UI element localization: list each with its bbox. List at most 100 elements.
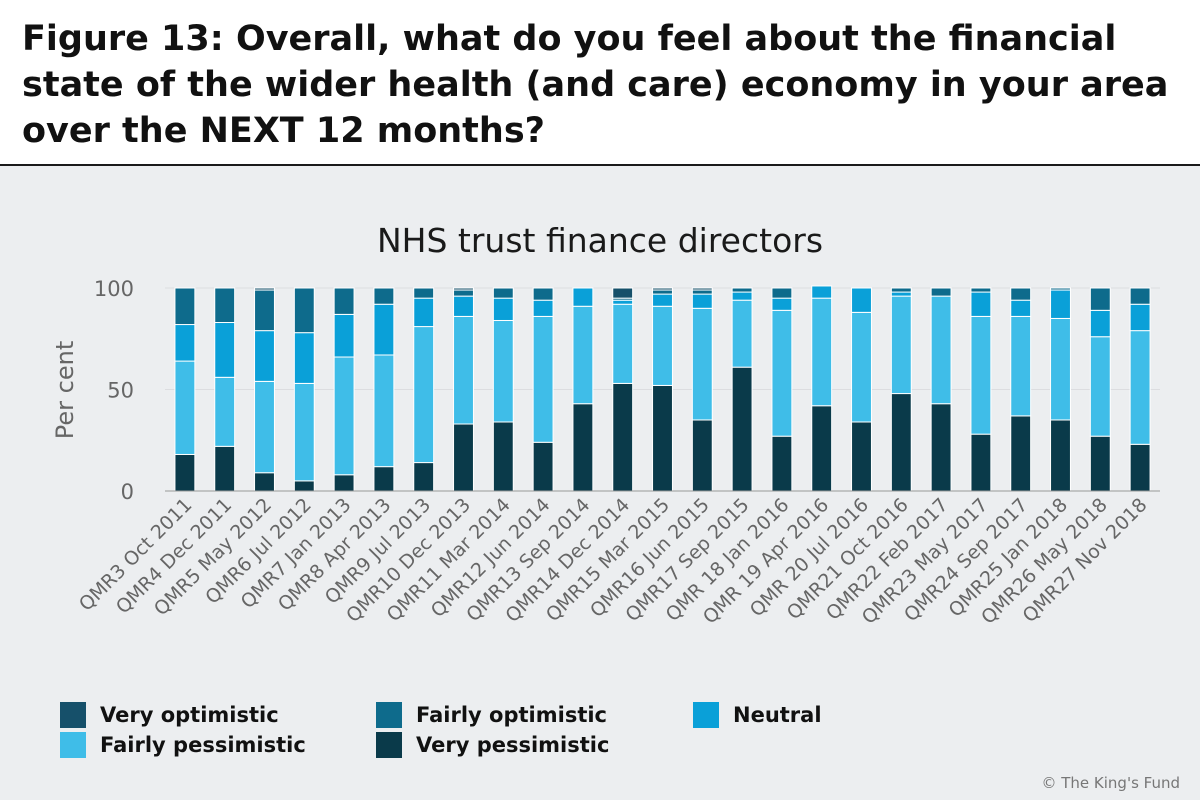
bar-segment-very-pessimistic xyxy=(293,480,315,492)
bar-segment-fairly-optimistic xyxy=(1050,287,1071,291)
bar-segment-neutral xyxy=(572,287,594,307)
bar-segment-very-pessimistic xyxy=(254,472,275,492)
bar-segment-fairly-pessimistic xyxy=(691,307,713,421)
legend-swatch-very-optimistic xyxy=(60,702,86,728)
y-tick-label: 50 xyxy=(107,379,134,403)
bar-segment-very-pessimistic xyxy=(652,384,673,492)
legend-item-fairly-pessimistic: Fairly pessimistic xyxy=(60,732,306,758)
bar-segment-very-pessimistic xyxy=(691,419,713,492)
legend-swatch-very-pessimistic xyxy=(376,732,402,758)
bar-segment-neutral xyxy=(413,297,435,328)
bar-segment-very-pessimistic xyxy=(333,474,355,492)
bar-segment-neutral xyxy=(254,330,275,382)
bar-segment-neutral xyxy=(691,293,713,309)
bar-segment-fairly-pessimistic xyxy=(731,299,753,368)
bar-segment-fairly-pessimistic xyxy=(373,354,395,468)
bar-segment-fairly-pessimistic xyxy=(572,305,594,405)
bar-segment-fairly-optimistic xyxy=(333,287,355,315)
bar-segment-neutral xyxy=(293,332,315,384)
bar-segment-very-optimistic xyxy=(691,287,713,291)
bar-segment-fairly-optimistic xyxy=(254,289,275,332)
bar-segment-fairly-pessimistic xyxy=(532,315,554,443)
legend-label-fairly-pessimistic: Fairly pessimistic xyxy=(100,733,306,757)
bar-segment-fairly-optimistic xyxy=(174,287,196,326)
bar-segment-very-pessimistic xyxy=(890,393,912,492)
bar-segment-fairly-pessimistic xyxy=(970,315,992,435)
bar-segment-very-pessimistic xyxy=(1050,419,1071,492)
legend-swatch-neutral xyxy=(693,702,719,728)
y-axis-label: Per cent xyxy=(51,341,79,439)
bar-segment-very-pessimistic xyxy=(453,423,474,492)
bar-segment-fairly-optimistic xyxy=(532,287,554,301)
bar-segment-very-optimistic xyxy=(254,287,275,291)
bar-segment-very-pessimistic xyxy=(532,441,554,492)
bar-segment-fairly-pessimistic xyxy=(453,315,474,425)
bar-segment-fairly-pessimistic xyxy=(811,297,833,407)
copyright-notice: © The King's Fund xyxy=(1041,774,1180,792)
bar-segment-fairly-optimistic xyxy=(1089,287,1111,311)
bar-segment-very-pessimistic xyxy=(413,462,435,492)
bar-segment-very-pessimistic xyxy=(930,403,952,492)
bar-segment-fairly-pessimistic xyxy=(254,380,275,474)
bar-segment-fairly-optimistic xyxy=(890,287,912,293)
bar-segment-fairly-optimistic xyxy=(373,287,395,305)
bar-segment-very-pessimistic xyxy=(174,453,196,492)
bar-segment-very-optimistic xyxy=(652,287,673,291)
bar-segment-fairly-pessimistic xyxy=(293,382,315,482)
bar-segment-neutral xyxy=(890,291,912,297)
bar-segment-very-pessimistic xyxy=(851,421,872,492)
bar-segment-fairly-pessimistic xyxy=(1050,317,1071,421)
bar-segment-fairly-optimistic xyxy=(652,289,673,295)
bar-segment-neutral xyxy=(771,297,793,311)
bar-segment-fairly-pessimistic xyxy=(174,360,196,455)
bar-segment-fairly-pessimistic xyxy=(851,311,872,423)
bar-segment-very-pessimistic xyxy=(771,435,793,492)
bars xyxy=(174,285,1151,492)
bar-segment-fairly-pessimistic xyxy=(492,319,514,423)
bar-segment-fairly-optimistic xyxy=(731,287,753,293)
chart-title: NHS trust finance directors xyxy=(377,221,823,260)
bar-segment-very-pessimistic xyxy=(970,433,992,492)
bar-segment-very-pessimistic xyxy=(1089,435,1111,492)
bar-segment-very-optimistic xyxy=(612,287,634,299)
bar-segment-fairly-pessimistic xyxy=(413,326,435,464)
y-tick-label: 0 xyxy=(121,480,134,504)
bar-segment-fairly-optimistic xyxy=(970,287,992,293)
bar-segment-neutral xyxy=(532,299,554,317)
bar-segment-very-pessimistic xyxy=(612,382,634,492)
bar-segment-fairly-pessimistic xyxy=(652,305,673,386)
bar-segment-neutral xyxy=(652,293,673,307)
bar-segment-neutral xyxy=(612,299,634,305)
legend-label-neutral: Neutral xyxy=(733,703,822,727)
bar-segment-fairly-optimistic xyxy=(771,287,793,299)
bar-segment-fairly-pessimistic xyxy=(1010,315,1032,417)
bar-segment-neutral xyxy=(333,313,355,358)
bar-segment-fairly-pessimistic xyxy=(890,295,912,395)
bar-segment-very-pessimistic xyxy=(1129,443,1151,492)
bar-segment-neutral xyxy=(373,303,395,356)
bar-segment-very-pessimistic xyxy=(811,405,833,492)
bar-segment-fairly-pessimistic xyxy=(930,295,952,405)
bar-segment-fairly-optimistic xyxy=(691,289,713,295)
legend-swatch-fairly-optimistic xyxy=(376,702,402,728)
figure-title: Figure 13: Overall, what do you feel abo… xyxy=(22,19,1169,151)
bar-segment-fairly-optimistic xyxy=(1010,287,1032,301)
legend-item-very-optimistic: Very optimistic xyxy=(60,702,279,728)
bar-segment-fairly-optimistic xyxy=(492,287,514,299)
legend-item-very-pessimistic: Very pessimistic xyxy=(376,732,609,758)
bar-segment-neutral xyxy=(1129,303,1151,332)
bar-segment-very-pessimistic xyxy=(373,466,395,492)
bar-segment-neutral xyxy=(174,324,196,362)
bar-segment-neutral xyxy=(731,291,753,301)
bar-segment-very-pessimistic xyxy=(492,421,514,492)
bar-segment-very-pessimistic xyxy=(1010,415,1032,492)
bar-segment-neutral xyxy=(1089,309,1111,338)
bar-segment-neutral xyxy=(1050,289,1071,319)
bar-segment-fairly-optimistic xyxy=(1129,287,1151,305)
legend-label-very-pessimistic: Very pessimistic xyxy=(416,733,610,757)
bar-segment-very-pessimistic xyxy=(731,366,753,492)
bar-segment-fairly-optimistic xyxy=(930,287,952,297)
legend-item-fairly-optimistic: Fairly optimistic xyxy=(376,702,607,728)
